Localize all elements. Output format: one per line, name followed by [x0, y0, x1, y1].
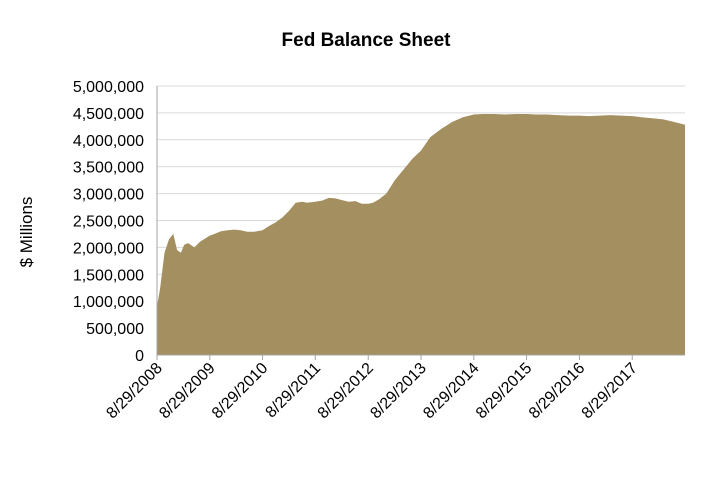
y-tick-label: 2,500,000: [73, 214, 144, 231]
x-tick-label: 8/29/2008: [103, 360, 165, 422]
y-tick-label: 0: [135, 348, 144, 365]
y-tick-label: 1,500,000: [73, 267, 144, 284]
x-tick-label: 8/29/2013: [367, 360, 429, 422]
y-tick-label: 1,000,000: [73, 294, 144, 311]
x-tick-label: 8/29/2015: [473, 360, 535, 422]
y-tick-label: 4,000,000: [73, 133, 144, 150]
y-tick-label: 3,500,000: [73, 160, 144, 177]
x-tick-label: 8/29/2017: [579, 360, 641, 422]
y-tick-label: 3,000,000: [73, 187, 144, 204]
x-tick-label: 8/29/2011: [263, 360, 325, 422]
x-tick-label: 8/29/2009: [156, 360, 218, 422]
y-tick-label: 5,000,000: [73, 79, 144, 96]
x-tick-label: 8/29/2012: [315, 360, 377, 422]
y-tick-label: 4,500,000: [73, 106, 144, 123]
y-tick-label: 2,000,000: [73, 240, 144, 257]
x-tick-label: 8/29/2010: [209, 360, 271, 422]
x-tick-label: 8/29/2014: [420, 360, 482, 422]
x-axis-ticks: 8/29/20088/29/20098/29/20108/29/20118/29…: [103, 355, 641, 422]
plot-area: [157, 114, 685, 355]
y-axis-ticks: 0 500,000 1,000,000 1,500,000 2,000,000 2,500…: [73, 79, 144, 365]
chart-title: Fed Balance Sheet: [282, 30, 452, 51]
y-axis-label: $ Millions: [17, 197, 36, 268]
y-tick-label: 500,000: [86, 321, 144, 338]
balance-sheet-area: [157, 114, 685, 355]
x-tick-label: 8/29/2016: [526, 360, 588, 422]
